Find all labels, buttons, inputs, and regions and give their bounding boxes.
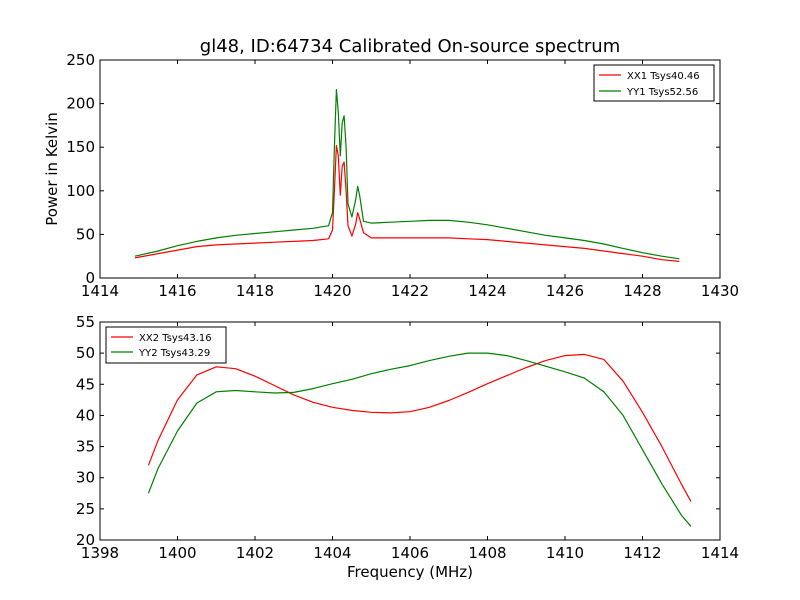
x-tick-label: 1430	[701, 282, 739, 300]
y-tick-label: 100	[66, 182, 95, 200]
x-tick-label: 1408	[468, 544, 506, 562]
x-tick-label: 1424	[468, 282, 506, 300]
top-legend-label-xx1: XX1 Tsys40.46	[627, 71, 700, 82]
y-tick-label: 45	[76, 375, 95, 393]
y-tick-label: 35	[76, 438, 95, 456]
x-tick-label: 1406	[391, 544, 429, 562]
y-tick-label: 40	[76, 406, 95, 424]
x-tick-label: 1428	[623, 282, 661, 300]
x-tick-label: 1418	[236, 282, 274, 300]
y-tick-label: 30	[76, 469, 95, 487]
bottom-x-axis-label: Frequency (MHz)	[347, 563, 473, 581]
top-legend-label-yy1: YY1 Tsys52.56	[626, 87, 698, 98]
series-line-yy2	[147, 352, 692, 527]
y-tick-label: 200	[66, 95, 95, 113]
x-tick-label: 1404	[313, 544, 351, 562]
bottom-legend-label-xx2: XX2 Tsys43.16	[139, 333, 212, 344]
x-tick-label: 1412	[623, 544, 661, 562]
x-tick-label: 1402	[236, 544, 274, 562]
x-tick-label: 1410	[546, 544, 584, 562]
bottom-legend-label-yy2: YY2 Tsys43.29	[138, 348, 210, 359]
series-line-yy1	[134, 89, 680, 260]
bottom-legend-box	[105, 326, 227, 364]
top-y-ticks: 0 50 100 150 200 250	[66, 51, 720, 287]
y-tick-label: 50	[76, 344, 95, 362]
bottom-x-ticks: 1398 1400 1402 1404 1406 1408 1410 1412 1414	[81, 322, 739, 562]
bottom-axes: 1398 1400 1402 1404 1406 1408 1410 1412 1414 202…	[76, 313, 739, 581]
top-legend-box	[593, 64, 715, 102]
series-line-xx1	[134, 144, 680, 262]
bottom-y-ticks: 20 25 30 35 40 45 50 55	[76, 313, 720, 549]
y-tick-label: 55	[76, 313, 95, 331]
x-tick-label: 1414	[701, 544, 739, 562]
y-tick-label: 250	[66, 51, 95, 69]
x-tick-label: 1416	[158, 282, 196, 300]
top-axes: 1414 1416 1418 1420 1422 1424 1426 1428 1430 0 50…	[43, 51, 739, 300]
top-y-axis-label: Power in Kelvin	[43, 112, 61, 226]
x-tick-label: 1426	[546, 282, 584, 300]
bottom-legend: XX2 Tsys43.16 YY2 Tsys43.29	[105, 326, 227, 364]
x-tick-label: 1420	[313, 282, 351, 300]
figure-title: gl48, ID:64734 Calibrated On-source spec…	[200, 36, 620, 57]
y-tick-label: 150	[66, 138, 95, 156]
top-legend: XX1 Tsys40.46 YY1 Tsys52.56	[593, 64, 715, 102]
top-plot-series	[134, 89, 680, 262]
bottom-plot-series	[147, 352, 692, 527]
x-tick-label: 1422	[391, 282, 429, 300]
x-tick-label: 1400	[158, 544, 196, 562]
x-tick-label: 1398	[81, 544, 119, 562]
top-x-ticks: 1414 1416 1418 1420 1422 1424 1426 1428 1430	[81, 60, 739, 300]
y-tick-label: 20	[76, 531, 95, 549]
y-tick-label: 25	[76, 500, 95, 518]
y-tick-label: 50	[76, 225, 95, 243]
series-line-xx2	[147, 353, 692, 502]
y-tick-label: 0	[85, 269, 95, 287]
x-tick-label: 1414	[81, 282, 119, 300]
